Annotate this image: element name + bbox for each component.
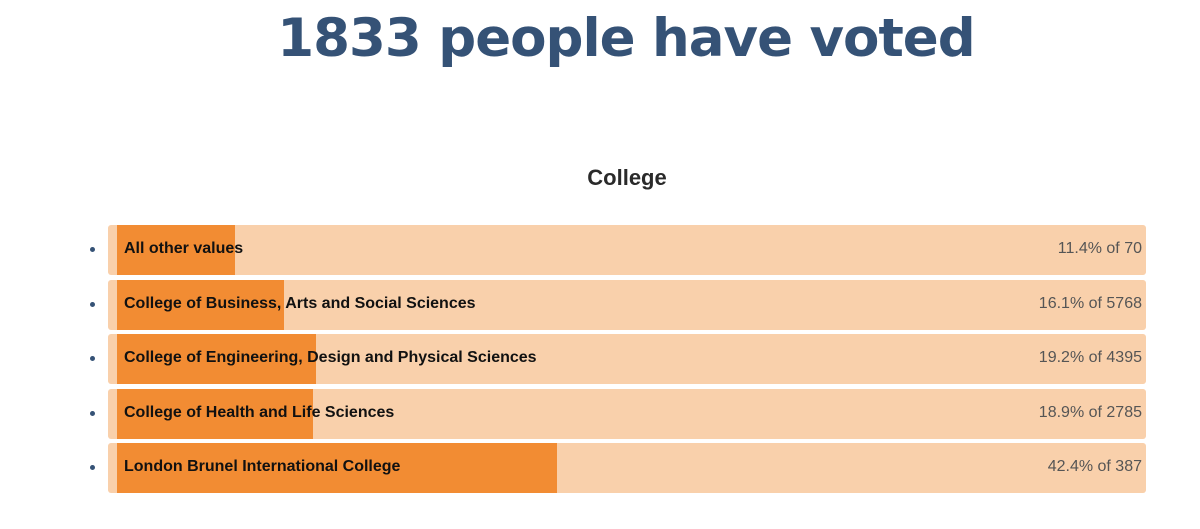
bar-fill <box>117 388 314 439</box>
list-bullet <box>90 465 95 470</box>
list-bullet <box>90 301 95 307</box>
bar-row: College of Engineering, Design and Physi… <box>0 334 1200 384</box>
bar-row: College of Health and Life Sciences 18.9%… <box>0 388 1200 439</box>
bar-fill <box>117 279 285 330</box>
bar-value-label: 42.4% of 387 <box>1047 458 1142 475</box>
bar-fill <box>117 225 236 275</box>
bar-value-label: 18.9% of 2785 <box>1038 403 1142 421</box>
bar-label: London Brunel International College <box>124 458 401 475</box>
list-bullet <box>90 247 95 252</box>
bar-row: All other values 11.4% of 70 <box>0 225 1200 275</box>
bar-value-label: 11.4% of 70 <box>1057 240 1142 257</box>
bar-value-label: 19.2% of 4395 <box>1038 349 1142 366</box>
bar-label: College of Health and Life Sciences <box>124 403 395 421</box>
list-bullet <box>90 356 95 361</box>
bar-track <box>108 225 1146 275</box>
bar-label: College of Engineering, Design and Physi… <box>124 349 537 366</box>
votes-headline: 1833 people have voted <box>277 8 975 69</box>
bar-label: All other values <box>124 240 244 257</box>
bar-label: College of Business, Arts and Social Sci… <box>124 294 476 312</box>
bar-row: College of Business, Arts and Social Sci… <box>0 279 1200 330</box>
list-bullet <box>90 410 95 416</box>
bar-row: London Brunel International College 42.4%… <box>0 443 1200 493</box>
bar-fill <box>117 334 317 384</box>
bar-value-label: 16.1% of 5768 <box>1038 294 1142 312</box>
chart-title: College <box>587 165 667 190</box>
bar-fill <box>117 443 558 493</box>
